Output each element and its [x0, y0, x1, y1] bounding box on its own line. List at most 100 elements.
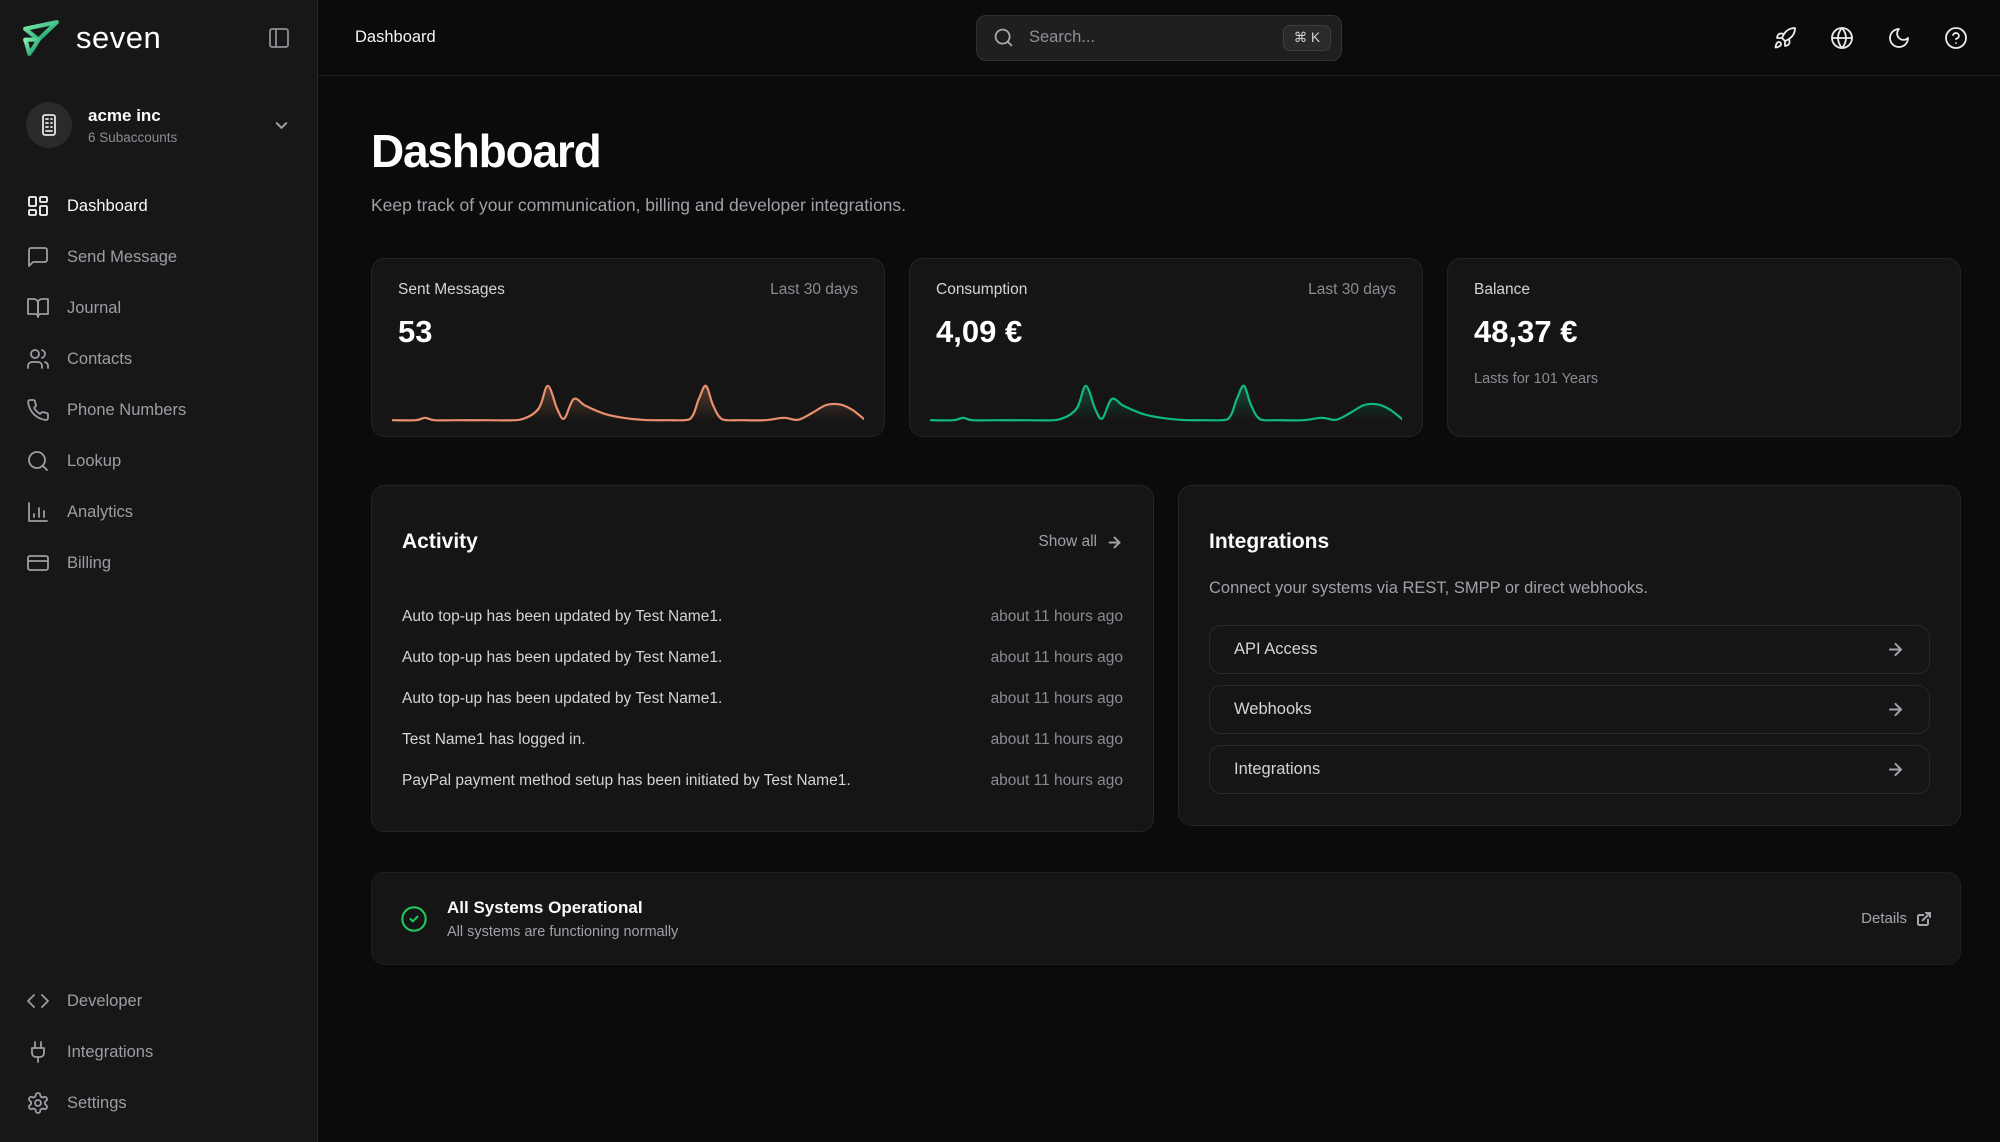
sidebar-collapse-button[interactable]	[267, 26, 291, 50]
sidebar-item-label: Lookup	[67, 451, 122, 470]
seven-logo-icon	[20, 18, 62, 58]
search-box[interactable]: ⌘ K	[976, 14, 1342, 61]
status-title: All Systems Operational	[447, 897, 643, 917]
brand: seven	[20, 18, 161, 58]
sidebar-item-label: Phone Numbers	[67, 400, 187, 419]
sidebar-item-dashboard[interactable]: Dashboard	[14, 182, 303, 230]
plug-icon	[26, 1040, 50, 1064]
activity-card: Activity Show all Auto top-up has been u…	[371, 485, 1154, 832]
sidebar-item-contacts[interactable]: Contacts	[14, 335, 303, 383]
sidebar-item-label: Developer	[67, 991, 143, 1010]
integration-row-label: Integrations	[1234, 760, 1321, 779]
integrations-title: Integrations	[1209, 530, 1330, 554]
activity-time: about 11 hours ago	[990, 772, 1123, 790]
external-link-icon	[1916, 911, 1932, 927]
search-input[interactable]	[1027, 27, 1270, 48]
show-all-label: Show all	[1038, 533, 1097, 551]
activity-time: about 11 hours ago	[990, 690, 1123, 708]
arrow-right-icon	[1886, 700, 1905, 719]
stat-cards-row: Sent Messages Last 30 days 53 Consumptio…	[371, 258, 1961, 437]
sidebar-item-settings[interactable]: Settings	[14, 1079, 303, 1127]
sidebar-item-phone-numbers[interactable]: Phone Numbers	[14, 386, 303, 434]
brand-name: seven	[76, 20, 162, 55]
stat-label: Balance	[1474, 281, 1531, 298]
arrow-right-icon	[1886, 760, 1905, 779]
help-icon[interactable]	[1944, 26, 1968, 50]
sidebar-item-developer[interactable]: Developer	[14, 977, 303, 1025]
account-name: acme inc	[88, 105, 161, 125]
topbar-icons	[1773, 26, 1968, 50]
activity-text: Auto top-up has been updated by Test Nam…	[402, 608, 723, 626]
chevron-down-icon	[272, 116, 291, 135]
page-content: Dashboard Keep track of your communicati…	[318, 76, 2000, 1142]
page-subtitle: Keep track of your communication, billin…	[371, 195, 907, 215]
code-icon	[26, 989, 50, 1013]
integration-row-label: Webhooks	[1234, 700, 1312, 719]
sent-messages-sparkline	[392, 384, 864, 422]
integration-row-webhooks[interactable]: Webhooks	[1209, 685, 1930, 735]
activity-time: about 11 hours ago	[990, 731, 1123, 749]
sidebar-item-integrations[interactable]: Integrations	[14, 1028, 303, 1076]
integration-row-api-access[interactable]: API Access	[1209, 625, 1930, 675]
message-icon	[26, 245, 50, 269]
search-icon	[26, 449, 50, 473]
integration-row-integrations[interactable]: Integrations	[1209, 745, 1930, 795]
status-subtitle: All systems are functioning normally	[447, 923, 679, 940]
book-open-icon	[26, 296, 50, 320]
account-switcher[interactable]: acme inc 6 Subaccounts	[14, 92, 303, 158]
sidebar-item-label: Billing	[67, 553, 112, 572]
stat-card-consumption: Consumption Last 30 days 4,09 €	[909, 258, 1423, 437]
breadcrumb: Dashboard	[355, 28, 436, 46]
arrow-right-icon	[1886, 640, 1905, 659]
main-area: Dashboard ⌘ K	[318, 0, 2000, 1142]
sidebar-item-analytics[interactable]: Analytics	[14, 488, 303, 536]
sidebar-item-billing[interactable]: Billing	[14, 539, 303, 587]
activity-row: Auto top-up has been updated by Test Nam…	[402, 679, 1123, 720]
stat-note: Lasts for 101 Years	[1474, 371, 1599, 387]
arrow-right-icon	[1106, 534, 1123, 551]
stat-card-balance: Balance 48,37 € Lasts for 101 Years	[1447, 258, 1961, 437]
credit-card-icon	[26, 551, 50, 575]
system-status-banner: All Systems Operational All systems are …	[371, 872, 1961, 965]
sidebar-item-label: Settings	[67, 1093, 127, 1112]
sidebar-nav: Dashboard Send Message Journal Contacts	[0, 182, 317, 977]
search-shortcut: ⌘ K	[1282, 24, 1331, 51]
sidebar-item-journal[interactable]: Journal	[14, 284, 303, 332]
integration-row-label: API Access	[1234, 640, 1318, 659]
sidebar-item-label: Contacts	[67, 349, 133, 368]
sidebar-footer: Developer Integrations Settings	[0, 977, 317, 1142]
check-circle-icon	[401, 905, 427, 932]
integrations-card: Integrations Connect your systems via RE…	[1178, 485, 1961, 826]
show-all-button[interactable]: Show all	[1038, 533, 1123, 551]
status-details-link[interactable]: Details	[1861, 910, 1932, 927]
avatar	[26, 102, 72, 148]
moon-icon[interactable]	[1887, 26, 1911, 50]
topbar: Dashboard ⌘ K	[318, 0, 2000, 76]
sidebar-header: seven	[0, 0, 317, 76]
globe-icon[interactable]	[1830, 26, 1854, 50]
activity-text: Auto top-up has been updated by Test Nam…	[402, 649, 723, 667]
activity-row: PayPal payment method setup has been ini…	[402, 761, 1123, 802]
rocket-icon[interactable]	[1773, 26, 1797, 50]
sidebar-item-label: Send Message	[67, 247, 178, 266]
middle-row: Activity Show all Auto top-up has been u…	[371, 485, 1961, 832]
activity-time: about 11 hours ago	[990, 608, 1123, 626]
account-subtitle: 6 Subaccounts	[88, 129, 178, 145]
sidebar-item-label: Integrations	[67, 1042, 154, 1061]
stat-value: 4,09 €	[936, 314, 1023, 349]
sidebar-item-lookup[interactable]: Lookup	[14, 437, 303, 485]
stat-label: Consumption	[936, 281, 1028, 298]
stat-range: Last 30 days	[1308, 281, 1396, 298]
account-info: acme inc 6 Subaccounts	[88, 106, 177, 145]
bar-chart-icon	[26, 500, 50, 524]
activity-row: Auto top-up has been updated by Test Nam…	[402, 638, 1123, 679]
sidebar-item-label: Journal	[67, 298, 122, 317]
building-icon	[37, 113, 61, 137]
activity-text: PayPal payment method setup has been ini…	[402, 772, 851, 790]
sidebar-item-send-message[interactable]: Send Message	[14, 233, 303, 281]
activity-list: Auto top-up has been updated by Test Nam…	[402, 597, 1123, 802]
phone-icon	[26, 398, 50, 422]
activity-text: Test Name1 has logged in.	[402, 731, 586, 749]
page-title: Dashboard	[371, 125, 602, 177]
